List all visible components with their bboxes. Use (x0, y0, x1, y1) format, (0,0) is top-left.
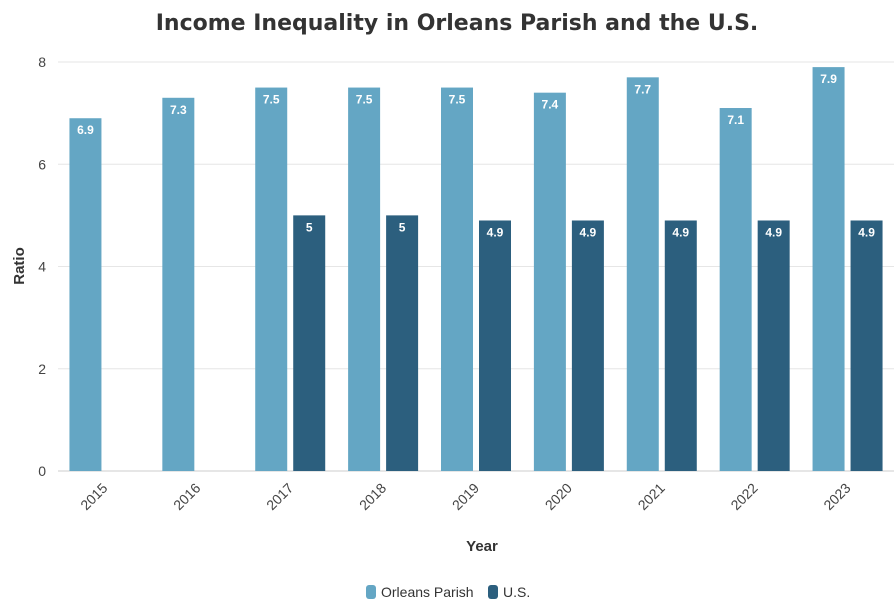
y-tick-label: 8 (38, 54, 46, 70)
data-label: 5 (306, 220, 313, 234)
gridlines: 0 2 4 6 8 (38, 54, 894, 479)
x-tick-label: 2019 (449, 480, 482, 513)
data-label: 6.9 (77, 123, 94, 137)
data-label: 7.1 (727, 113, 744, 127)
legend-label-us: U.S. (503, 584, 530, 600)
bars (69, 67, 883, 472)
data-label: 4.9 (487, 225, 504, 239)
data-label: 7.3 (170, 103, 187, 117)
x-tick-label: 2015 (77, 480, 110, 513)
x-tick-label: 2017 (263, 480, 296, 513)
legend-swatch-orleans-parish (366, 585, 376, 599)
data-label: 7.7 (634, 82, 651, 96)
data-labels: 6.9 7.3 7.5 5 7.5 5 7.5 4.9 7.4 4.9 7.7 4.9 7.1 4.9 7.… (77, 72, 875, 239)
data-label: 7.9 (820, 72, 837, 86)
data-label: 7.5 (449, 93, 466, 107)
bar-orleans-parish-2020[interactable] (533, 92, 566, 472)
bar-orleans-parish-2015[interactable] (69, 118, 102, 472)
x-axis-title: Year (466, 538, 498, 555)
y-tick-label: 4 (38, 259, 46, 275)
data-label: 7.5 (263, 93, 280, 107)
x-tick-label: 2022 (727, 480, 760, 513)
bar-orleans-parish-2022[interactable] (719, 108, 752, 471)
data-label: 4.9 (765, 225, 782, 239)
y-axis-title: Ratio (11, 247, 28, 285)
bar-u-s-2017[interactable] (293, 215, 326, 471)
x-tick-label: 2023 (820, 480, 853, 513)
bar-orleans-parish-2018[interactable] (348, 87, 381, 471)
x-tick-label: 2020 (542, 480, 575, 513)
bar-u-s-2018[interactable] (386, 215, 419, 471)
x-tick-label: 2021 (635, 480, 668, 513)
x-tick-label: 2018 (356, 480, 389, 513)
bar-orleans-parish-2016[interactable] (162, 97, 195, 471)
legend-label-orleans-parish: Orleans Parish (381, 584, 474, 600)
data-label: 4.9 (580, 225, 597, 239)
y-tick-label: 6 (38, 156, 46, 172)
data-label: 4.9 (858, 225, 875, 239)
chart-title: Income Inequality in Orleans Parish and … (156, 11, 759, 36)
bar-u-s-2019[interactable] (479, 220, 511, 471)
bar-u-s-2022[interactable] (757, 220, 790, 471)
data-label: 7.5 (356, 93, 373, 107)
data-label: 7.4 (542, 98, 559, 112)
data-label: 5 (399, 220, 406, 234)
x-axis-ticks: 2015 2016 2017 2018 2019 2020 2021 2022 2023 (77, 480, 854, 513)
legend: Orleans Parish U.S. (366, 584, 530, 600)
bar-orleans-parish-2021[interactable] (626, 77, 659, 472)
bar-u-s-2020[interactable] (571, 220, 604, 471)
y-tick-label: 2 (38, 361, 46, 377)
data-label: 4.9 (672, 225, 689, 239)
y-tick-label: 0 (38, 463, 46, 479)
bar-orleans-parish-2023[interactable] (812, 67, 845, 472)
x-tick-label: 2016 (170, 480, 203, 513)
bar-u-s-2021[interactable] (664, 220, 697, 471)
bar-orleans-parish-2017[interactable] (255, 87, 288, 471)
bar-u-s-2023[interactable] (850, 220, 883, 471)
legend-swatch-us (488, 585, 498, 599)
bar-orleans-parish-2019[interactable] (441, 87, 473, 471)
